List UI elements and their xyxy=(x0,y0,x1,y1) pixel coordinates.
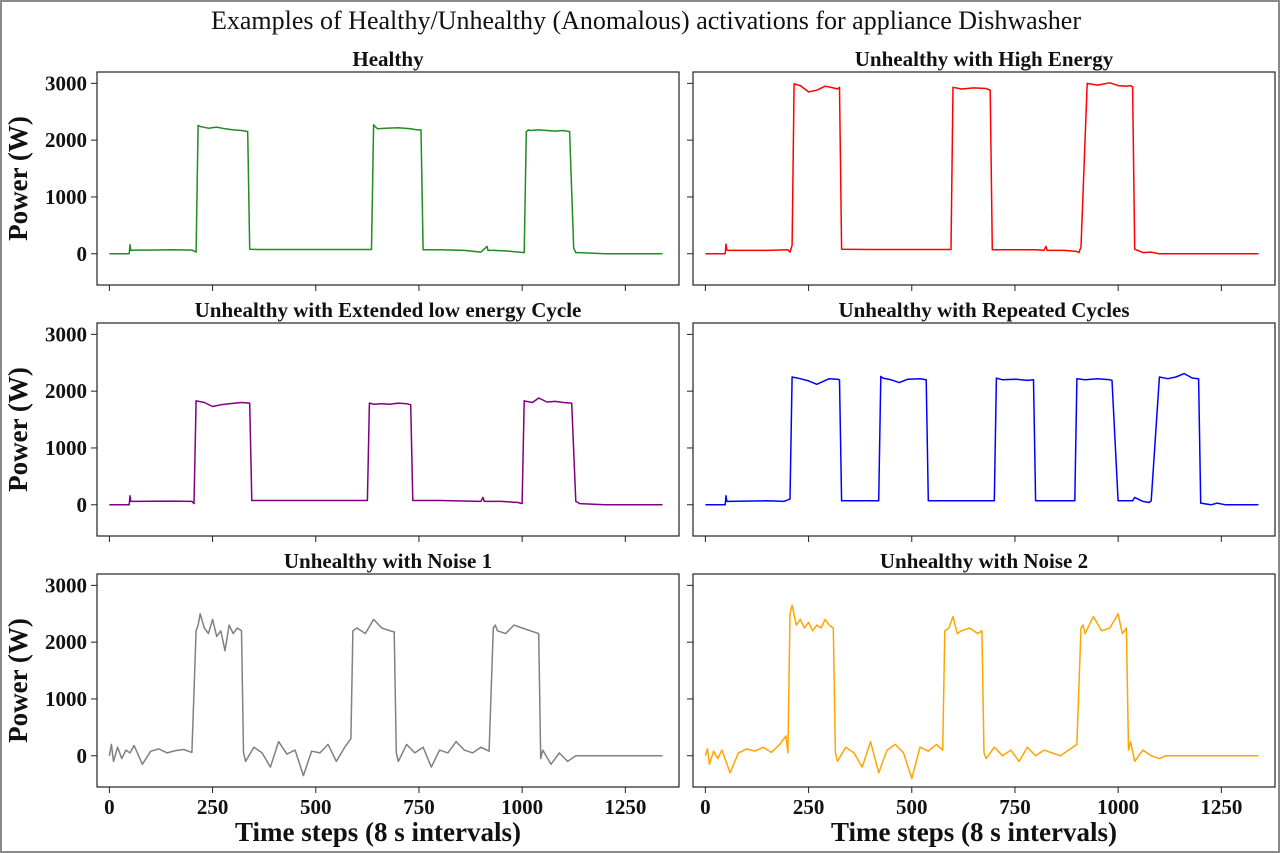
series-line-1 xyxy=(705,82,1259,255)
axes-frame xyxy=(692,71,1276,286)
subplot-title: Unhealthy with High Energy xyxy=(855,47,1114,71)
series-line-1 xyxy=(109,124,663,255)
y-tick-label: 3000 xyxy=(45,573,87,597)
axes-frame xyxy=(96,573,680,788)
x-axis-label: Time steps (8 s intervals) xyxy=(235,817,521,847)
x-tick-label: 0 xyxy=(700,795,711,819)
subplot-6: Unhealthy with Noise 2 0 250 500 750 1000 1250… xyxy=(687,549,1276,847)
y-tick-label: 1000 xyxy=(45,436,87,460)
x-tick-label: 750 xyxy=(999,795,1031,819)
subplot-2: Unhealthy with High Energy xyxy=(687,47,1276,291)
subplot-1: Healthy 0 1000 2000 3000 Power (W) xyxy=(3,47,680,291)
y-axis-label: Power (W) xyxy=(3,367,33,492)
y-axis-label: Power (W) xyxy=(3,618,33,743)
figure-title: Examples of Healthy/Unhealthy (Anomalous… xyxy=(211,6,1081,35)
axes-frame xyxy=(96,322,680,537)
axes-frame xyxy=(692,322,1276,537)
x-tick-label: 1000 xyxy=(1097,795,1139,819)
x-axis-label: Time steps (8 s intervals) xyxy=(831,817,1117,847)
y-tick-label: 2000 xyxy=(45,128,87,152)
subplot-title: Unhealthy with Repeated Cycles xyxy=(838,298,1129,322)
x-tick-label: 750 xyxy=(403,795,435,819)
x-tick-label: 250 xyxy=(197,795,229,819)
x-tick-label: 500 xyxy=(300,795,332,819)
subplot-5: Unhealthy with Noise 1 0 1000 2000 3000 0 250 5… xyxy=(3,549,680,847)
x-tick-label: 1250 xyxy=(604,795,646,819)
x-tick-label: 500 xyxy=(896,795,928,819)
subplot-title: Unhealthy with Noise 2 xyxy=(880,549,1088,573)
subplot-title: Unhealthy with Extended low energy Cycle xyxy=(195,298,582,322)
series-line-1 xyxy=(705,372,1259,506)
y-tick-label: 2000 xyxy=(45,379,87,403)
series-line-1 xyxy=(108,613,663,777)
y-tick-label: 3000 xyxy=(45,71,87,95)
y-tick-label: 1000 xyxy=(45,185,87,209)
subplot-title: Healthy xyxy=(352,47,424,71)
y-tick-label: 0 xyxy=(77,493,88,517)
series-line-1 xyxy=(109,397,663,506)
y-tick-label: 3000 xyxy=(45,322,87,346)
series-line-1 xyxy=(704,604,1259,780)
axes-frame xyxy=(96,71,680,286)
subplot-3: Unhealthy with Extended low energy Cycle… xyxy=(3,298,680,542)
x-tick-label: 250 xyxy=(793,795,825,819)
x-tick-label: 1000 xyxy=(501,795,543,819)
x-tick-label: 1250 xyxy=(1200,795,1242,819)
subplot-4: Unhealthy with Repeated Cycles xyxy=(687,298,1276,542)
axes-frame xyxy=(692,573,1276,788)
y-tick-label: 1000 xyxy=(45,687,87,711)
subplot-title: Unhealthy with Noise 1 xyxy=(284,549,492,573)
y-tick-label: 2000 xyxy=(45,630,87,654)
y-tick-label: 0 xyxy=(77,744,88,768)
x-tick-label: 0 xyxy=(104,795,115,819)
y-tick-label: 0 xyxy=(77,242,88,266)
y-axis-label: Power (W) xyxy=(3,116,33,241)
